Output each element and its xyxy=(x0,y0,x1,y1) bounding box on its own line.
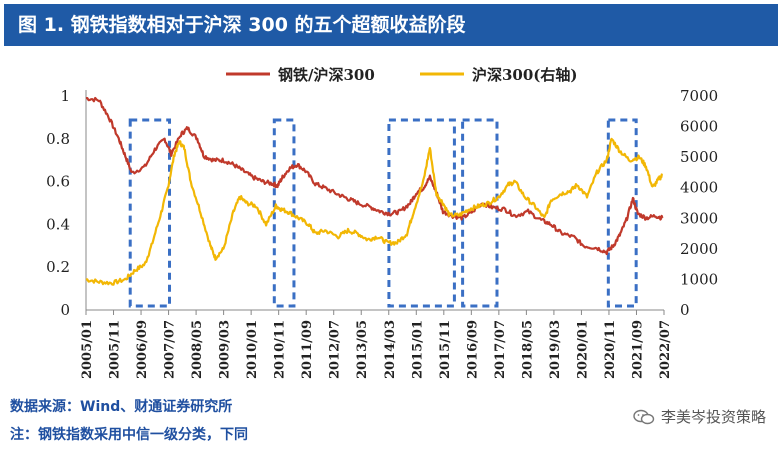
wechat-icon xyxy=(633,409,655,424)
highlight-period-box xyxy=(606,118,638,308)
x-tick-label: 2016/09 xyxy=(465,320,480,379)
x-tick-label: 2018/05 xyxy=(520,320,535,379)
x-tick-label: 2019/03 xyxy=(548,320,563,379)
x-tick-label: 2007/07 xyxy=(163,320,178,379)
y-right-tick-label: 6000 xyxy=(680,118,718,136)
y-right-tick-label: 4000 xyxy=(680,179,718,197)
y-left-tick-label: 0.2 xyxy=(46,258,70,276)
series-line-steel-ratio xyxy=(85,96,664,256)
x-tick-label: 2022/07 xyxy=(658,320,673,379)
x-tick-label: 2005/01 xyxy=(80,320,95,379)
data-source: 数据来源：Wind、财通证券研究所 xyxy=(10,399,233,415)
highlight-period-box xyxy=(461,118,499,308)
x-tick-label: 2011/09 xyxy=(300,320,315,379)
highlight-period-box xyxy=(128,118,172,308)
y-left-tick-label: 0.8 xyxy=(46,130,70,148)
x-tick-label: 2009/03 xyxy=(218,320,233,379)
watermark: 李美岑投资策略 xyxy=(633,406,766,427)
watermark-text: 李美岑投资策略 xyxy=(660,408,766,426)
y-right-tick-label: 2000 xyxy=(680,240,718,258)
footnote: 注：钢铁指数采用中信一级分类，下同 xyxy=(10,427,248,443)
y-right-tick-label: 7000 xyxy=(680,87,718,105)
x-tick-label: 2020/11 xyxy=(603,320,618,379)
legend-label: 钢铁/沪深300 xyxy=(278,66,375,84)
legend-label: 沪深300(右轴) xyxy=(472,66,578,84)
series-line-csi300 xyxy=(85,137,664,286)
y-left-tick-label: 1 xyxy=(60,87,70,105)
figure-title: 图 1. 钢铁指数相对于沪深 300 的五个超额收益阶段 xyxy=(4,4,778,46)
y-left-tick-label: 0 xyxy=(60,301,70,319)
y-right-tick-label: 3000 xyxy=(680,209,718,227)
x-tick-label: 2014/03 xyxy=(383,320,398,379)
y-left-tick-label: 0.6 xyxy=(46,173,70,191)
x-tick-label: 2020/01 xyxy=(575,320,590,379)
y-left-tick-label: 0.4 xyxy=(46,215,70,233)
x-tick-label: 2012/07 xyxy=(328,320,343,379)
x-tick-label: 2005/11 xyxy=(108,320,123,379)
line-chart: 0 0.2 0.4 0.6 0.8 1 0 1000 2000 3000 4000 5000 6000 7… xyxy=(46,66,718,379)
y-right-tick-label: 5000 xyxy=(680,148,718,166)
x-tick-label: 2017/07 xyxy=(493,320,508,379)
x-tick-label: 2010/01 xyxy=(245,320,260,379)
x-tick-label: 2010/11 xyxy=(273,320,288,379)
x-tick-label: 2013/05 xyxy=(355,320,370,379)
x-tick-label: 2015/11 xyxy=(438,320,453,379)
x-tick-label: 2015/01 xyxy=(410,320,425,379)
x-tick-label: 2021/09 xyxy=(630,320,645,379)
y-right-tick-label: 0 xyxy=(680,301,690,319)
y-right-tick-label: 1000 xyxy=(680,270,718,288)
x-tick-label: 2006/09 xyxy=(135,320,150,379)
highlight-period-box xyxy=(272,118,296,308)
x-tick-label: 2008/05 xyxy=(190,320,205,379)
